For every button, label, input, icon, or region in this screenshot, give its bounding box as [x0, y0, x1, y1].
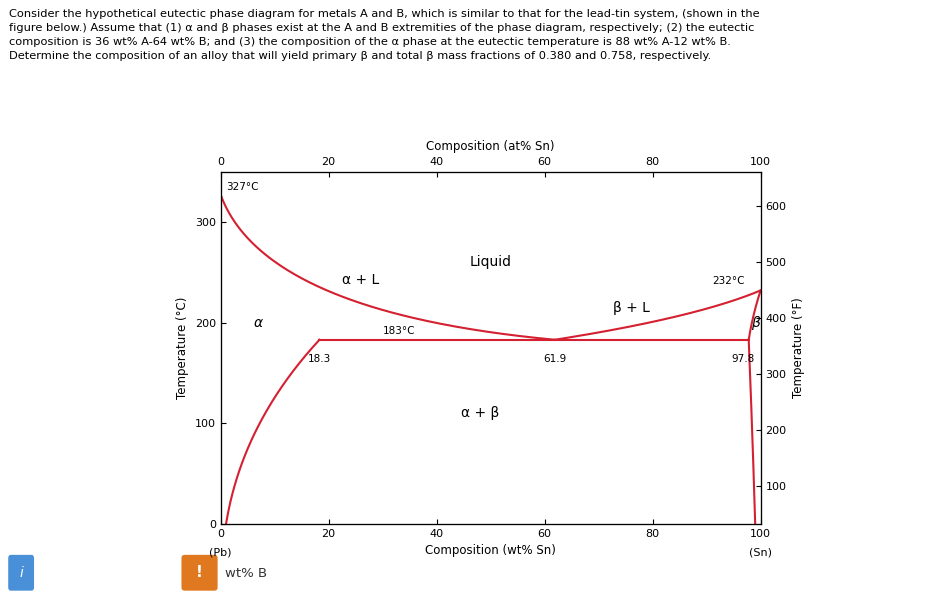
FancyBboxPatch shape	[181, 555, 218, 591]
Text: α + L: α + L	[343, 274, 379, 287]
X-axis label: Composition (at% Sn): Composition (at% Sn)	[426, 140, 555, 153]
FancyBboxPatch shape	[8, 555, 34, 591]
Text: β + L: β + L	[612, 301, 650, 314]
Text: wt% B: wt% B	[225, 567, 268, 580]
Text: β: β	[751, 316, 760, 330]
Text: i: i	[19, 566, 23, 580]
Y-axis label: Temperature (°F): Temperature (°F)	[793, 297, 805, 398]
Text: Consider the hypothetical eutectic phase diagram for metals A and B, which is si: Consider the hypothetical eutectic phase…	[9, 9, 760, 61]
Text: 327°C: 327°C	[226, 182, 258, 192]
Text: Liquid: Liquid	[470, 255, 512, 269]
Text: α: α	[254, 316, 263, 330]
Text: 232°C: 232°C	[712, 276, 745, 287]
Text: (Sn): (Sn)	[749, 548, 772, 558]
Text: 97.8: 97.8	[731, 354, 755, 364]
X-axis label: Composition (wt% Sn): Composition (wt% Sn)	[425, 544, 556, 557]
Y-axis label: Temperature (°C): Temperature (°C)	[177, 297, 189, 399]
Text: 61.9: 61.9	[544, 354, 566, 364]
Text: (Pb): (Pb)	[209, 548, 232, 558]
Text: 183°C: 183°C	[383, 326, 415, 336]
Text: 18.3: 18.3	[308, 354, 331, 364]
Text: !: !	[196, 565, 203, 580]
Text: α + β: α + β	[461, 406, 499, 420]
